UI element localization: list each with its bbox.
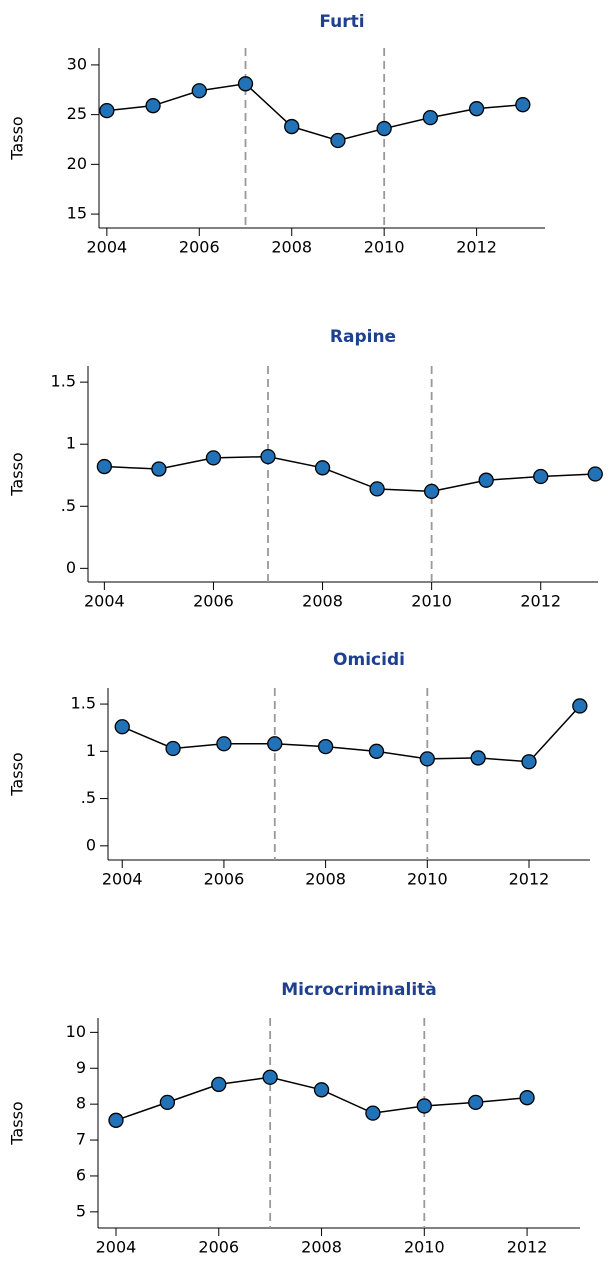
x-tick-label: 2008 [302,592,343,611]
y-axis-label: Tasso [8,752,27,796]
x-tick-label: 2010 [411,592,452,611]
y-tick-label: .5 [61,496,76,515]
x-tick-label: 2010 [404,1238,445,1257]
data-line [106,83,523,142]
y-tick-label: 1.5 [51,372,76,391]
data-point [587,466,603,482]
data-point [260,448,276,465]
x-tick-label: 2012 [456,238,497,257]
data-point [365,1105,381,1121]
data-point [369,481,385,497]
x-tick-label: 2004 [102,870,143,889]
data-point [515,97,531,113]
data-point [99,103,115,119]
x-tick-label: 2004 [96,1238,137,1257]
data-point [368,743,385,759]
x-tick-label: 2010 [364,238,405,257]
data-point [191,83,207,99]
data-point [419,751,435,767]
y-tick-label: 15 [67,204,87,223]
x-tick-label: 2008 [271,238,312,257]
x-tick-label: 2004 [86,238,127,257]
chart-title: Rapine [330,327,396,347]
data-point [216,736,232,752]
data-point [468,1094,484,1111]
y-tick-label: 25 [67,104,87,123]
data-point [330,132,346,149]
data-point [159,1094,176,1111]
y-tick-label: .5 [81,788,96,807]
y-tick-label: 1.5 [71,694,96,713]
chart-title: Microcriminalità [281,980,437,1000]
x-tick-label: 2006 [198,1238,239,1257]
x-tick-label: 2008 [305,870,346,889]
y-tick-label: 10 [66,1022,86,1041]
data-point [313,1082,330,1098]
data-point [262,1069,278,1085]
data-point [533,468,549,485]
data-point [422,109,439,126]
chart-title: Furti [319,12,364,32]
data-point [572,698,588,714]
x-tick-label: 2004 [84,592,125,611]
y-tick-label: 9 [76,1058,86,1077]
y-tick-label: 20 [67,154,87,173]
x-tick-label: 2008 [301,1238,342,1257]
data-line [104,455,596,493]
data-point [205,450,222,466]
y-axis-label: Tasso [8,1101,27,1145]
y-tick-label: 1 [66,434,76,453]
y-axis-label: Tasso [8,116,27,160]
x-tick-label: 2006 [179,238,220,257]
data-line [121,705,581,763]
y-tick-label: 5 [76,1201,86,1220]
y-axis-label: Tasso [8,452,27,496]
data-point [165,740,181,757]
data-point [416,1098,432,1114]
data-point [114,719,130,735]
y-tick-label: 7 [76,1130,86,1149]
y-tick-label: 0 [86,835,96,854]
data-point [470,750,486,766]
data-point [284,118,300,135]
data-point [468,101,485,117]
y-tick-label: 8 [76,1094,86,1113]
x-tick-label: 2012 [520,592,561,611]
data-point [267,736,283,752]
x-tick-label: 2006 [204,870,245,889]
data-point [317,738,334,755]
data-point [423,483,440,500]
data-point [314,460,331,476]
y-tick-label: 6 [76,1165,86,1184]
data-point [96,458,113,475]
y-tick-label: 0 [66,558,76,577]
x-tick-label: 2010 [407,870,448,889]
data-point [151,461,167,477]
data-point [478,472,494,488]
data-point [108,1112,124,1128]
x-tick-label: 2012 [507,1238,548,1257]
data-point [376,120,392,137]
data-point [145,98,161,114]
y-tick-label: 1 [86,741,96,760]
data-point [211,1076,227,1093]
data-point [519,1090,535,1106]
y-tick-label: 30 [67,54,87,73]
data-point [237,76,254,92]
x-tick-label: 2012 [509,870,550,889]
x-tick-label: 2006 [193,592,234,611]
chart-title: Omicidi [333,650,405,670]
data-point [521,754,537,770]
